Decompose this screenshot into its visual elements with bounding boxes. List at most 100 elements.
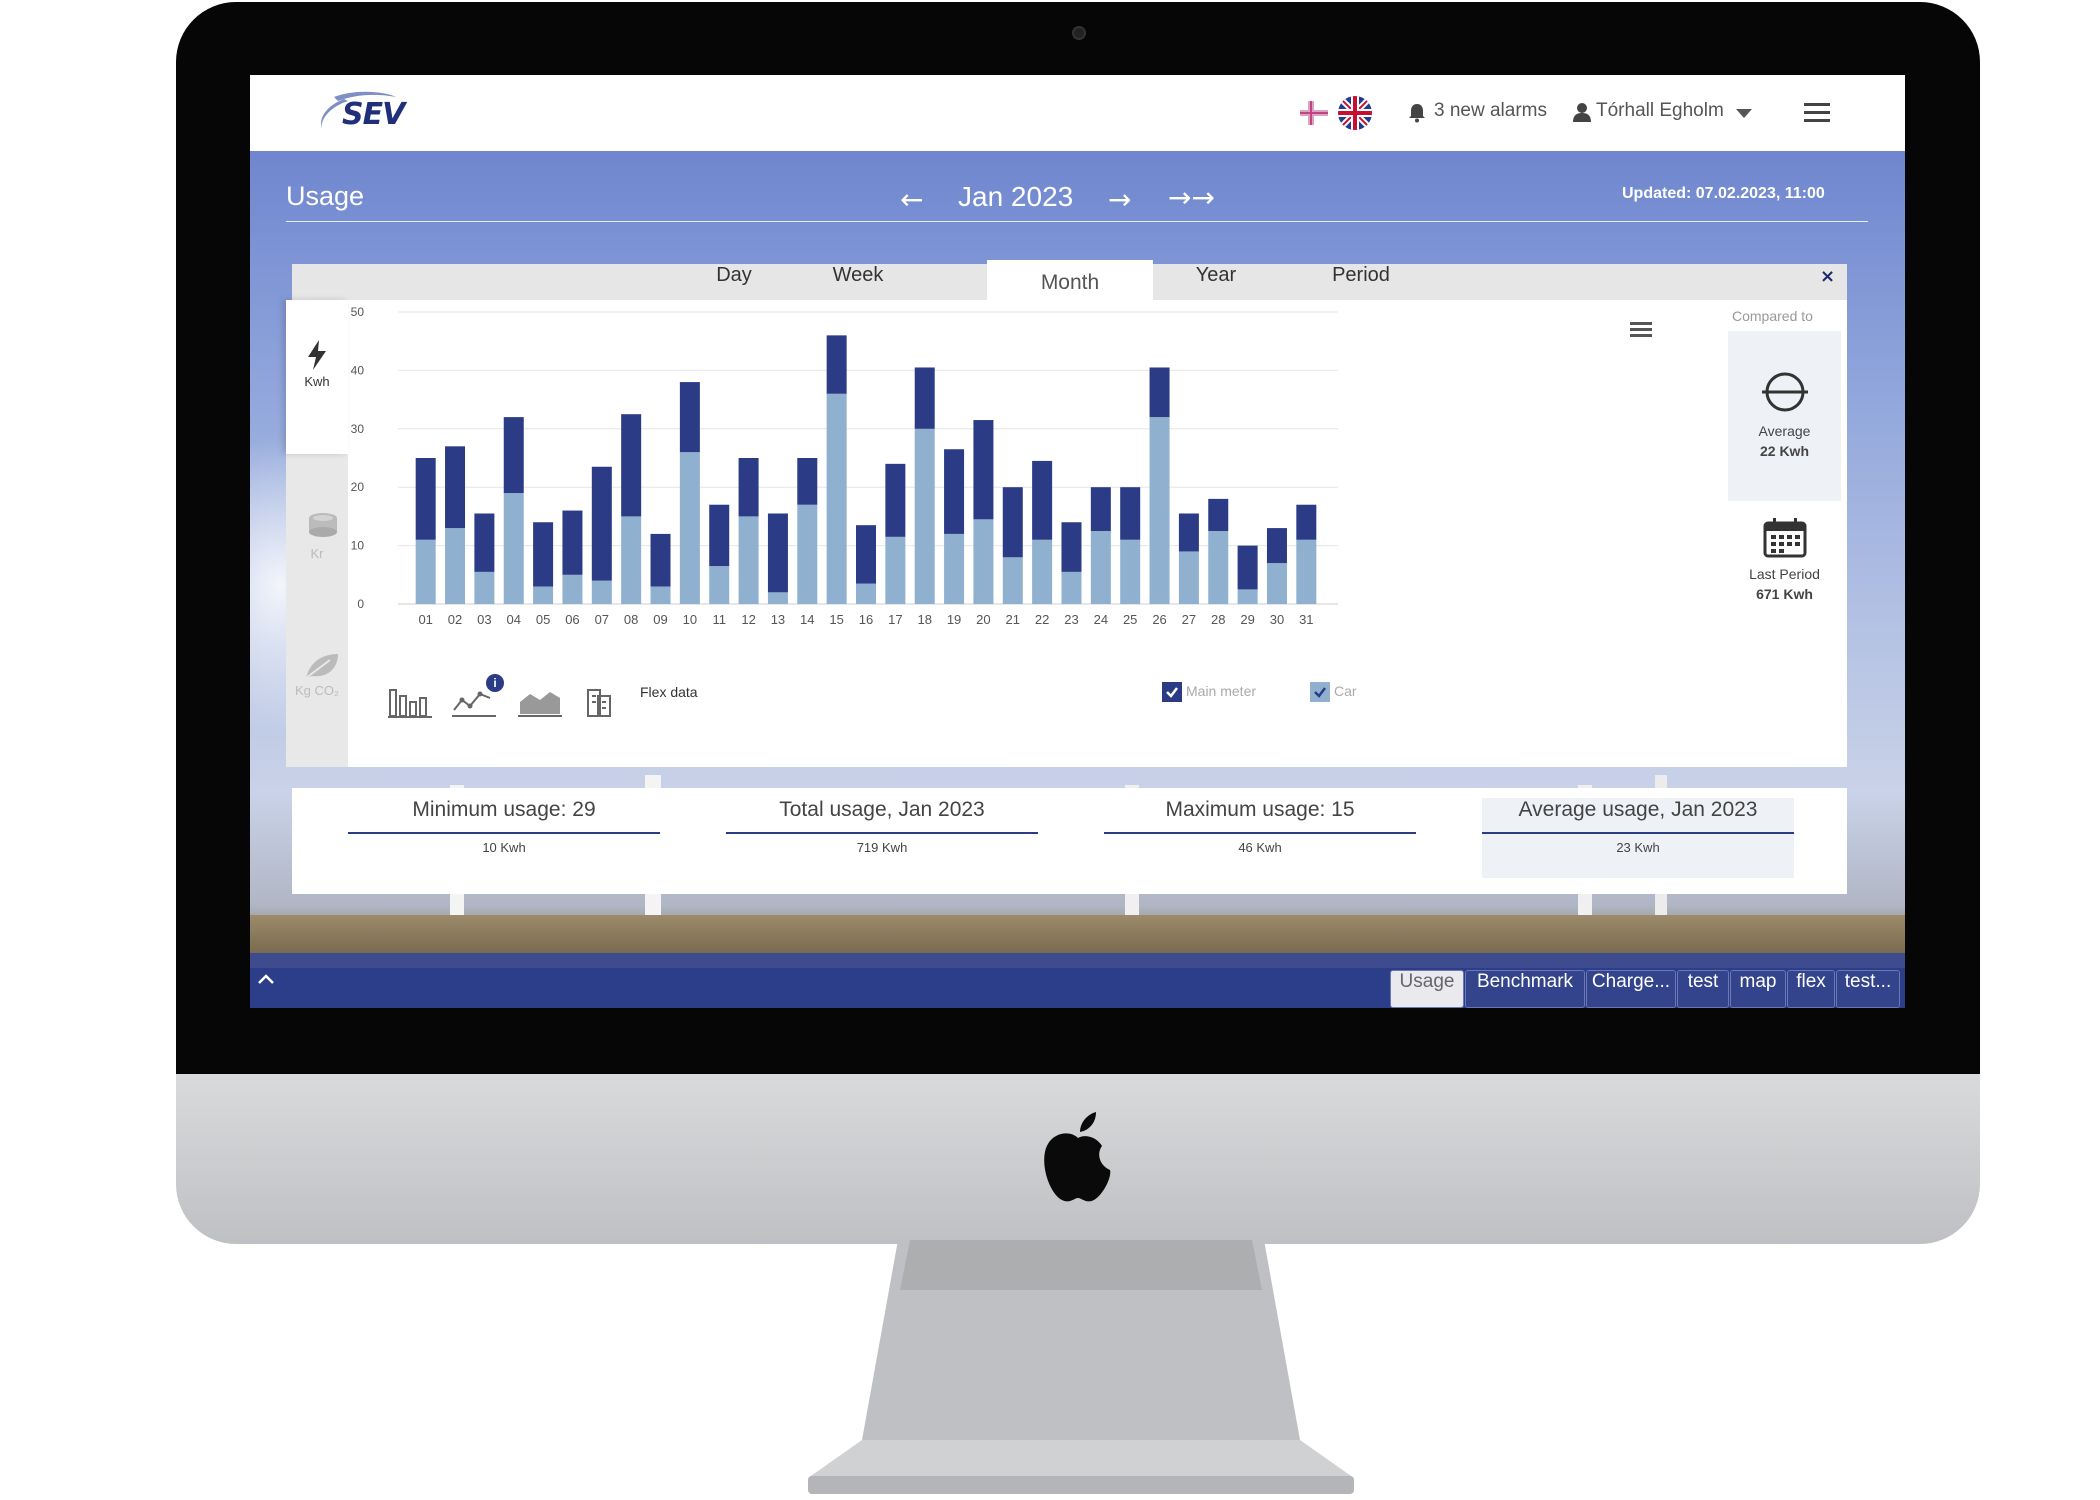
car-checkbox[interactable] [1310, 682, 1330, 702]
bar-main-meter [533, 522, 554, 587]
tab-period[interactable]: Period [1332, 264, 1390, 286]
latest-period-button[interactable]: →→ [1168, 181, 1215, 214]
x-tick-label: 15 [829, 612, 843, 627]
bar-car [1178, 551, 1199, 604]
compare-average[interactable]: Average 22 Kwh [1728, 331, 1841, 501]
bar-main-meter [973, 420, 994, 520]
stat-average-highlight [1482, 798, 1794, 878]
faroese-flag-icon[interactable] [1300, 101, 1328, 125]
camera-dot [1072, 26, 1086, 40]
bottom-tab-test[interactable]: test [1677, 970, 1729, 1008]
car-label[interactable]: Car [1334, 683, 1357, 699]
x-tick-label: 30 [1270, 612, 1284, 627]
y-tick-label: 40 [351, 363, 365, 377]
bar-car [650, 586, 671, 604]
bottom-tab-usage[interactable]: Usage [1390, 970, 1464, 1008]
bar-car [944, 533, 965, 604]
chevron-down-icon[interactable] [1736, 109, 1752, 118]
sidebar-label-co2[interactable]: Kg CO₂ [294, 683, 340, 698]
bar-main-meter [650, 533, 671, 587]
compare-last-period[interactable]: Last Period 671 Kwh [1728, 518, 1841, 638]
bar-car [474, 571, 495, 604]
x-tick-label: 24 [1094, 612, 1108, 627]
usage-stats: Minimum usage: 29 10 Kwh Total usage, Ja… [292, 788, 1847, 894]
chevron-up-icon[interactable] [256, 970, 276, 990]
bar-main-meter [1208, 498, 1229, 531]
bar-car [1208, 531, 1229, 604]
stat-value: 23 Kwh [1616, 840, 1660, 855]
leaf-icon[interactable] [304, 652, 340, 680]
x-tick-label: 29 [1240, 612, 1254, 627]
bar-main-meter [1178, 513, 1199, 552]
x-tick-label: 16 [859, 612, 873, 627]
x-tick-label: 22 [1035, 612, 1049, 627]
x-tick-label: 04 [507, 612, 521, 627]
bar-car [679, 452, 700, 604]
y-tick-label: 10 [351, 539, 365, 553]
x-tick-label: 08 [624, 612, 638, 627]
average-symbol-icon [1762, 372, 1808, 412]
area-chart-icon[interactable] [518, 684, 562, 718]
bottom-tab-test-more[interactable]: test... [1836, 970, 1900, 1008]
x-tick-label: 19 [947, 612, 961, 627]
tab-day[interactable]: Day [716, 264, 752, 286]
sidebar-label-kr[interactable]: Kr [310, 546, 324, 561]
tab-month[interactable]: Month [987, 260, 1153, 300]
info-badge[interactable]: i [486, 674, 504, 692]
checkmark-icon [1164, 684, 1180, 700]
bar-main-meter [445, 446, 466, 529]
hamburger-menu-icon[interactable] [1804, 103, 1830, 123]
bar-car [1266, 563, 1287, 604]
calendar-icon [1763, 518, 1807, 558]
bar-main-meter [1061, 522, 1082, 572]
bar-main-meter [679, 382, 700, 453]
bar-car [591, 580, 612, 604]
bottom-tab-flex[interactable]: flex [1787, 970, 1835, 1008]
unit-kwh-selected[interactable]: Kwh [286, 300, 348, 454]
previous-period-button[interactable]: ← [900, 183, 924, 216]
bar-main-meter [562, 510, 583, 575]
logo-text: SEV [342, 97, 405, 132]
main-meter-label[interactable]: Main meter [1186, 683, 1257, 699]
x-tick-label: 14 [800, 612, 814, 627]
bar-car [1120, 539, 1141, 604]
bar-main-meter [914, 367, 935, 429]
stat-underline [1104, 832, 1416, 834]
tab-year[interactable]: Year [1195, 264, 1237, 286]
bar-main-meter [591, 466, 612, 581]
bell-icon[interactable] [1408, 103, 1426, 123]
x-tick-label: 11 [712, 612, 726, 627]
x-tick-label: 21 [1006, 612, 1020, 627]
line-chart-icon[interactable] [452, 684, 496, 718]
user-icon[interactable] [1572, 102, 1592, 122]
main-meter-checkbox[interactable] [1162, 682, 1182, 702]
current-period: Jan 2023 [958, 181, 1074, 212]
bottom-tab-benchmark[interactable]: Benchmark [1465, 970, 1585, 1008]
bottom-tab-map[interactable]: map [1730, 970, 1786, 1008]
buildings-icon[interactable] [582, 684, 616, 718]
title-divider [286, 221, 1868, 222]
next-period-button[interactable]: → [1108, 183, 1132, 216]
sidebar-label-kwh: Kwh [304, 374, 330, 389]
bar-car [767, 592, 788, 604]
bar-car [885, 536, 906, 604]
close-icon[interactable]: × [1820, 266, 1836, 287]
user-name[interactable]: Tórhall Egholm [1596, 100, 1724, 121]
coins-icon[interactable] [306, 510, 340, 540]
bottom-tab-charge[interactable]: Charge... [1586, 970, 1676, 1008]
x-tick-label: 07 [595, 612, 609, 627]
bar-car [914, 428, 935, 604]
bottom-tab-bar: Usage Benchmark Charge... test map flex … [250, 968, 1905, 1008]
uk-flag-icon[interactable] [1338, 96, 1372, 130]
stat-title: Average usage, Jan 2023 [1518, 798, 1758, 821]
flex-data-toggle[interactable]: Flex data [640, 684, 698, 700]
stat-average: Average usage, Jan 2023 23 Kwh [1482, 798, 1794, 860]
x-tick-label: 18 [917, 612, 931, 627]
bar-chart-icon[interactable] [388, 684, 432, 718]
chart-menu-icon[interactable] [1630, 322, 1652, 338]
bar-main-meter [1002, 487, 1023, 558]
bar-car [621, 516, 642, 604]
tab-week[interactable]: Week [832, 264, 884, 286]
y-tick-label: 0 [357, 597, 364, 611]
alarms-link[interactable]: 3 new alarms [1434, 100, 1547, 121]
